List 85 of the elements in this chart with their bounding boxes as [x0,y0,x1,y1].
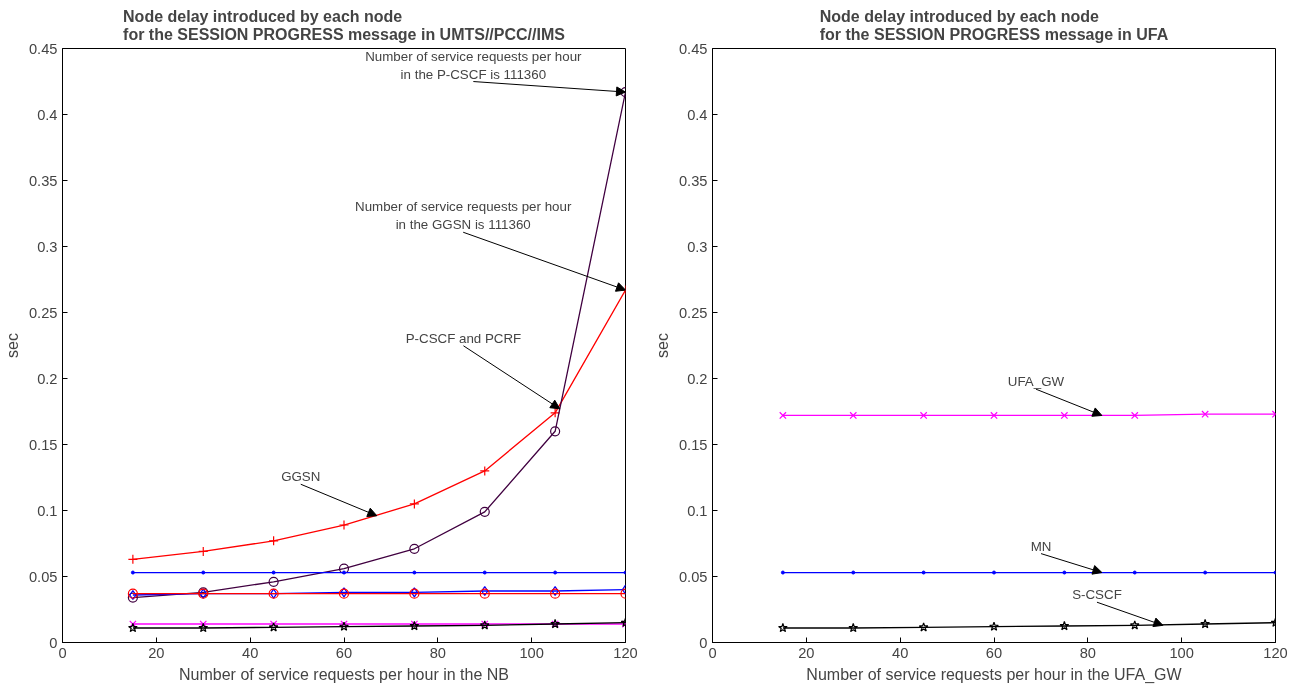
point [268,576,279,587]
point [990,411,998,420]
annotation: P-CSCF and PCRF [405,330,522,346]
point [201,570,206,575]
annotation: MN [1030,538,1052,554]
point [412,570,417,575]
point [1132,570,1137,575]
y-tick-label: 0.35 [28,172,58,189]
point [479,465,490,476]
point [338,519,350,531]
y-tick-label: 0.2 [37,370,58,387]
point [271,570,276,575]
x-tick-label: 20 [148,644,165,661]
y-tick-label: 0.2 [687,370,708,387]
point [1059,620,1070,631]
annotation: S-CSCF [1072,587,1122,603]
point [989,621,999,631]
point [851,570,856,575]
y-axis-title: sec [653,333,671,358]
y-tick-label: 0.25 [678,304,708,321]
x-tick-label: 120 [613,644,638,661]
y-tick-label: 0.25 [28,304,58,321]
point [1129,620,1140,630]
y-tick-label: 0.1 [687,502,708,519]
chart-title: Node delay introduced by each node for the SESSION PROGRESS message in UMTS//PCC//IMS [123,7,566,44]
annotation: GGSN [281,469,321,485]
point [553,570,558,575]
point [342,570,346,575]
x-tick-label: 40 [242,644,259,661]
point [1130,411,1139,420]
x-tick-label: 60 [985,644,1003,661]
point [409,543,420,554]
point [921,570,926,575]
point [1200,618,1210,629]
point [479,506,490,517]
point [127,554,138,565]
point [130,570,135,575]
y-tick-label: 0.15 [678,436,708,453]
annotation: UFA_GW [1007,374,1065,390]
point [550,426,561,437]
y-axis-title: sec [3,333,21,358]
point [918,622,929,632]
y-tick-label: 0.4 [687,106,708,123]
y-tick-label: 0.4 [37,106,58,123]
x-tick-label: 80 [1079,644,1096,661]
y-tick-label: 0.05 [28,568,58,585]
chart-title: Node delay introduced by each node for the SESSION PROGRESS message in UFA [819,7,1169,44]
y-tick-label: 0.1 [37,502,58,519]
annotation: Number of service requests per hour in the GGSN is 111360 [355,199,572,233]
annotation: Number of service requests per hour in the P-CSCF is 111360 [365,48,583,82]
point [779,411,787,420]
point [128,622,138,633]
point [780,570,785,575]
x-tick-label: 120 [1263,644,1288,661]
point [409,498,420,509]
point [198,622,209,633]
point [550,407,561,418]
point [1060,411,1069,420]
x-tick-label: 100 [1169,644,1194,661]
x-tick-label: 100 [519,644,544,661]
point [1203,570,1208,575]
point [778,622,788,633]
point [268,535,279,546]
x-axis-title: Number of service requests per hour in the UFA_GW [806,665,1183,684]
y-tick-label: 0.05 [678,568,708,585]
x-tick-label: 40 [892,644,909,661]
y-tick-label: 0.45 [28,40,58,57]
point [482,570,487,575]
x-tick-label: 20 [798,644,815,661]
point [268,622,279,632]
point [848,622,859,633]
x-axis-title: Number of service requests per hour in the NB [179,665,509,683]
y-tick-label: 0.3 [37,238,58,255]
x-tick-label: 80 [429,644,446,661]
y-tick-label: 0.35 [678,172,708,189]
x-tick-label: 60 [335,644,353,661]
point [338,563,350,574]
point [849,411,858,420]
y-tick-label: 0.45 [678,40,708,57]
point [992,570,996,575]
point [1062,570,1067,575]
y-tick-label: 0.3 [687,238,708,255]
point [919,411,928,420]
point [1201,410,1209,418]
y-tick-label: 0.15 [28,436,58,453]
